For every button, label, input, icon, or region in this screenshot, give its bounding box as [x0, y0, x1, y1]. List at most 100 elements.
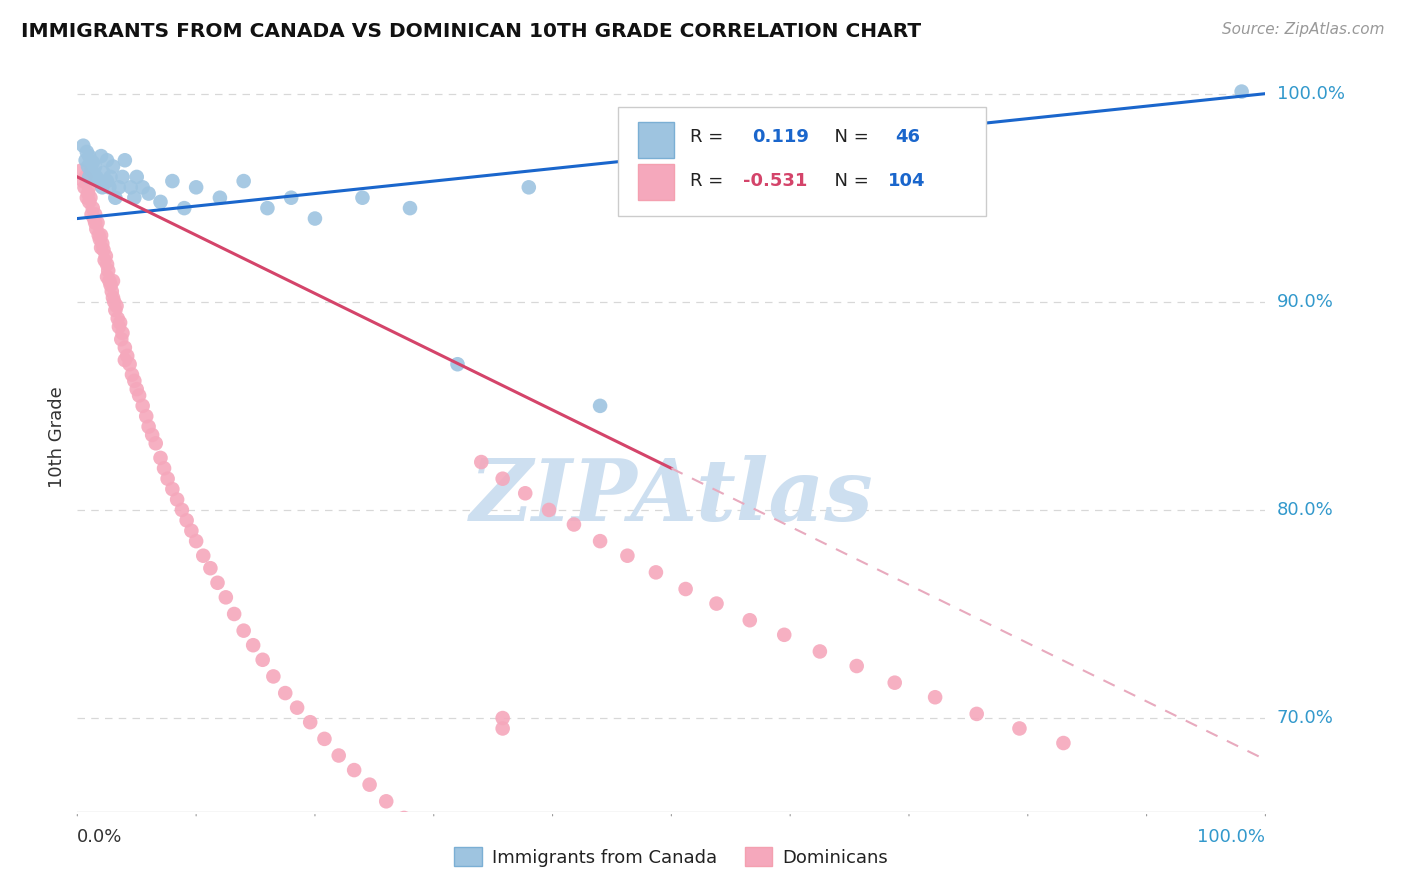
Point: [537, 503, 560, 517]
Point: [242, 638, 264, 652]
Point: [589, 399, 612, 413]
Point: [103, 294, 125, 309]
Point: [492, 472, 515, 486]
Point: [773, 628, 796, 642]
Point: [616, 549, 638, 563]
Point: [110, 332, 132, 346]
Point: [170, 503, 193, 517]
Point: [105, 299, 128, 313]
Text: R =: R =: [690, 128, 735, 146]
Point: [89, 232, 111, 246]
Point: [1052, 736, 1074, 750]
Point: [84, 216, 107, 230]
Point: [98, 274, 121, 288]
Text: 0.0%: 0.0%: [77, 829, 122, 847]
Point: [101, 285, 124, 299]
Point: [128, 388, 150, 402]
Point: [84, 160, 107, 174]
Point: [517, 180, 540, 194]
Point: [304, 211, 326, 226]
Point: [446, 357, 468, 371]
Point: [100, 169, 122, 184]
Point: [162, 482, 184, 496]
Point: [124, 191, 146, 205]
Point: [779, 201, 801, 215]
Point: [108, 316, 131, 330]
Point: [96, 269, 118, 284]
Point: [101, 160, 124, 174]
Point: [111, 169, 134, 184]
Point: [107, 311, 129, 326]
Point: [86, 216, 108, 230]
Text: Source: ZipAtlas.com: Source: ZipAtlas.com: [1222, 22, 1385, 37]
Point: [215, 591, 238, 605]
Text: ZIPAtlas: ZIPAtlas: [470, 455, 873, 539]
Y-axis label: 10th Grade: 10th Grade: [48, 386, 66, 488]
Point: [86, 222, 108, 236]
Point: [883, 675, 905, 690]
Point: [138, 419, 160, 434]
Point: [93, 253, 115, 268]
Point: [90, 228, 112, 243]
Point: [91, 180, 114, 194]
Text: 80.0%: 80.0%: [1277, 501, 1333, 519]
Text: 104: 104: [887, 172, 925, 190]
Point: [83, 211, 105, 226]
Point: [299, 715, 322, 730]
Point: [93, 243, 115, 257]
Point: [96, 153, 118, 168]
Point: [343, 763, 366, 777]
Point: [256, 201, 278, 215]
Point: [1230, 85, 1253, 99]
Point: [108, 319, 131, 334]
Point: [96, 257, 118, 271]
Point: [76, 145, 98, 159]
Point: [232, 624, 254, 638]
Text: R =: R =: [690, 172, 730, 190]
Point: [120, 180, 142, 194]
FancyBboxPatch shape: [638, 164, 673, 201]
Point: [176, 513, 198, 527]
Point: [675, 582, 697, 596]
Point: [77, 186, 100, 201]
Point: [328, 748, 350, 763]
Text: -0.531: -0.531: [742, 172, 807, 190]
Point: [101, 274, 124, 288]
Point: [845, 659, 868, 673]
Point: [76, 191, 98, 205]
Point: [100, 278, 122, 293]
Point: [82, 201, 104, 215]
Point: [77, 149, 100, 163]
Point: [87, 228, 110, 243]
Point: [141, 428, 163, 442]
Point: [515, 486, 537, 500]
Legend: Immigrants from Canada, Dominicans: Immigrants from Canada, Dominicans: [447, 840, 896, 874]
Text: 70.0%: 70.0%: [1277, 709, 1333, 727]
Point: [82, 155, 104, 169]
Point: [104, 303, 127, 318]
Text: 100.0%: 100.0%: [1277, 85, 1344, 103]
Point: [135, 409, 157, 424]
Point: [80, 207, 103, 221]
Point: [114, 353, 136, 368]
Text: N =: N =: [824, 172, 875, 190]
Point: [352, 191, 374, 205]
Point: [72, 138, 94, 153]
Point: [98, 180, 121, 194]
Point: [77, 169, 100, 184]
Text: 100.0%: 100.0%: [1198, 829, 1265, 847]
Text: IMMIGRANTS FROM CANADA VS DOMINICAN 10TH GRADE CORRELATION CHART: IMMIGRANTS FROM CANADA VS DOMINICAN 10TH…: [21, 22, 921, 41]
Point: [149, 194, 172, 209]
Point: [124, 374, 146, 388]
Point: [966, 706, 988, 721]
Point: [492, 711, 515, 725]
Point: [280, 191, 302, 205]
Text: 46: 46: [894, 128, 920, 146]
Point: [274, 686, 297, 700]
Point: [97, 263, 120, 277]
Point: [131, 180, 153, 194]
Point: [645, 566, 668, 580]
Point: [77, 160, 100, 174]
Point: [186, 534, 208, 549]
Point: [738, 613, 761, 627]
